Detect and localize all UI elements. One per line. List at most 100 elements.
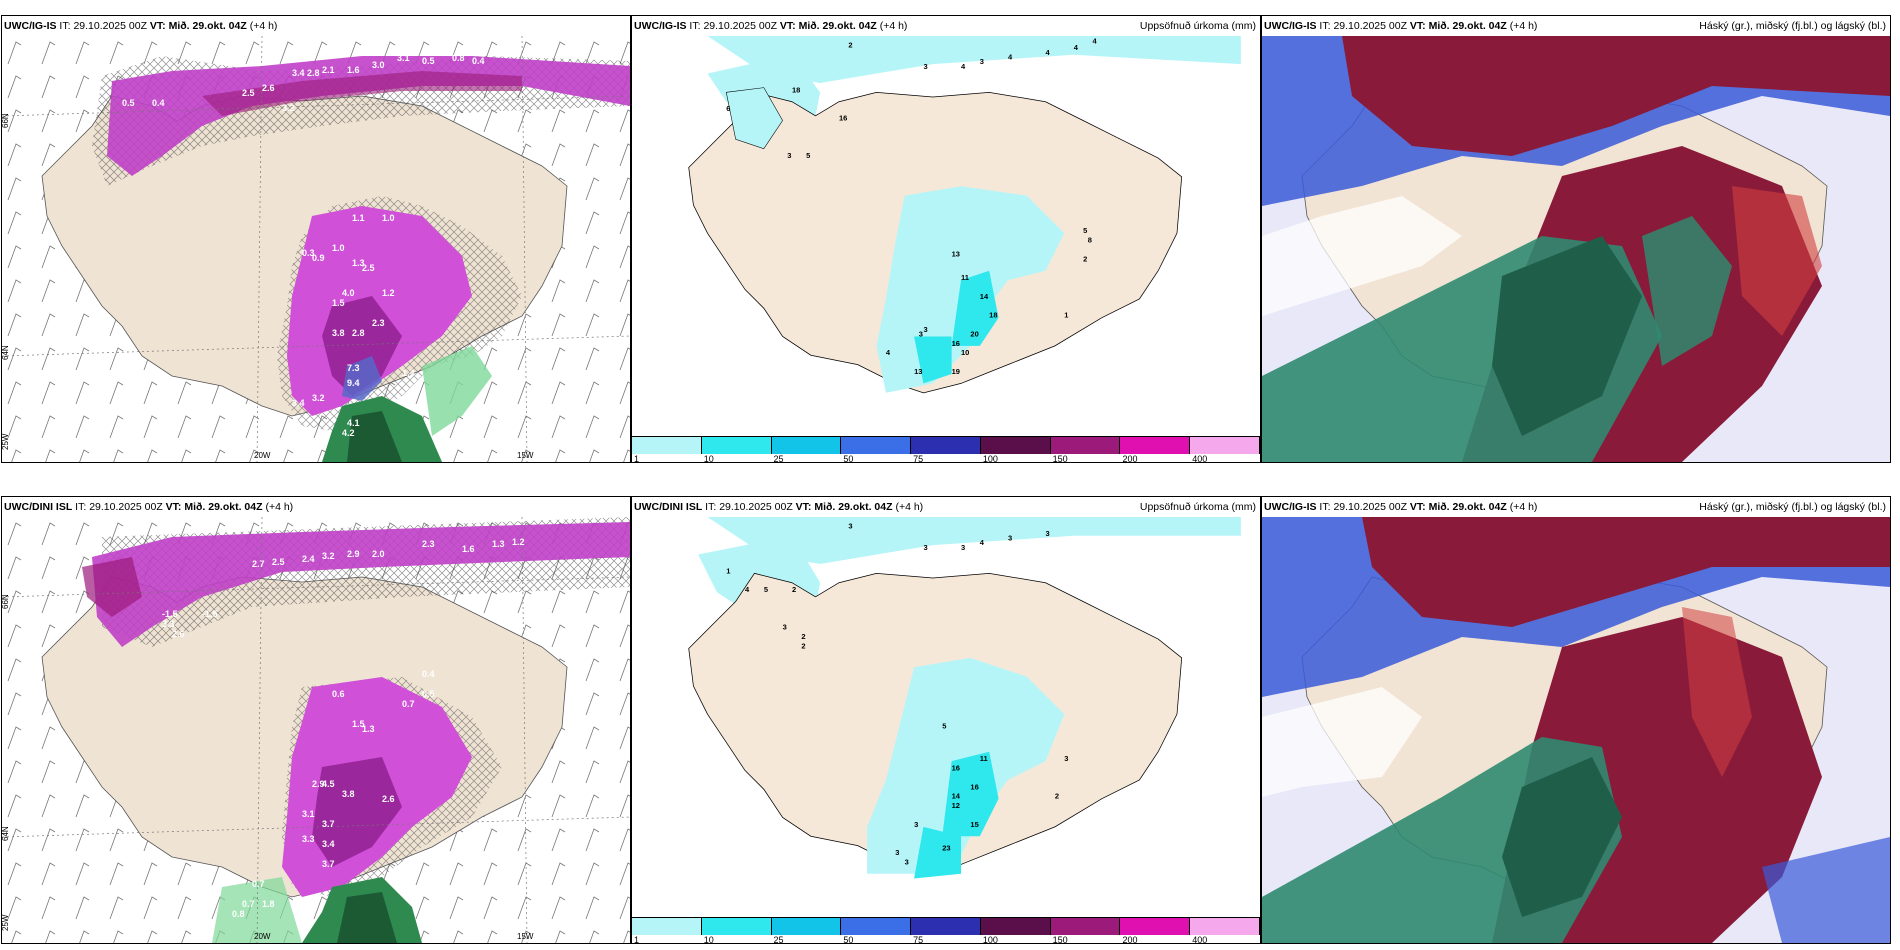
value-label: 1.6 bbox=[347, 65, 360, 75]
value-label: 14 bbox=[952, 792, 961, 801]
legend-swatch bbox=[701, 917, 772, 935]
value-label: 4.1 bbox=[347, 418, 360, 428]
value-label: 2 bbox=[1055, 792, 1059, 801]
value-label: 3.0 bbox=[372, 60, 385, 70]
value-label: 1 bbox=[726, 566, 730, 575]
lon-label: 25W bbox=[2, 914, 10, 931]
legend-swatch bbox=[1050, 436, 1121, 454]
value-label: 0.9 bbox=[312, 253, 325, 263]
value-label: 2.6 bbox=[382, 794, 395, 804]
value-label: 11 bbox=[961, 273, 969, 282]
value-label: 1.6 bbox=[462, 544, 475, 554]
value-label: 2.8 bbox=[352, 328, 365, 338]
value-label: 5 bbox=[806, 151, 810, 160]
value-label: 3.2 bbox=[282, 103, 295, 113]
value-label: 2.3 bbox=[372, 318, 385, 328]
panel-accumulated-precip-igis: UWC/IG-IS IT: 29.10.2025 00Z VT: Mið. 29… bbox=[631, 15, 1261, 463]
legend-swatch bbox=[1050, 917, 1121, 935]
value-label: 1.2 bbox=[382, 288, 395, 298]
panel-cloud-cover-igis: UWC/IG-IS IT: 29.10.2025 00Z VT: Mið. 29… bbox=[1261, 15, 1891, 463]
legend-label: 400 bbox=[1192, 454, 1208, 463]
value-label: 2.5 bbox=[362, 263, 375, 273]
value-label: 1.3 bbox=[352, 258, 365, 268]
value-label: 3 bbox=[787, 151, 791, 160]
value-label: 13 bbox=[914, 367, 922, 376]
value-label: 4 bbox=[1008, 52, 1013, 61]
value-label: 1.5 bbox=[332, 298, 345, 308]
value-label: 16 bbox=[839, 114, 847, 123]
value-label: 3 bbox=[848, 521, 852, 530]
legend-label: 100 bbox=[982, 454, 998, 463]
value-label: 2.6 bbox=[262, 83, 275, 93]
map-cloud-top bbox=[1262, 36, 1890, 462]
value-label: 0.3 bbox=[302, 248, 315, 258]
value-label: 2.3 bbox=[422, 539, 435, 549]
value-label: 3 bbox=[923, 62, 927, 71]
value-label: 19 bbox=[952, 367, 960, 376]
panel-header: UWC/IG-IS IT: 29.10.2025 00Z VT: Mið. 29… bbox=[1264, 501, 1538, 513]
panel-precip-rate-dini: UWC/DINI ISL IT: 29.10.2025 00Z VT: Mið.… bbox=[1, 496, 631, 944]
legend-label: 1 bbox=[634, 454, 640, 463]
lon-label: 15W bbox=[517, 932, 534, 941]
value-label: 3 bbox=[1008, 533, 1012, 542]
value-label: 0.4 bbox=[152, 98, 165, 108]
value-label: 20 bbox=[970, 329, 978, 338]
legend-swatch bbox=[632, 917, 702, 935]
panel-header: UWC/DINI ISL IT: 29.10.2025 00Z VT: Mið.… bbox=[4, 501, 294, 513]
panel-header: UWC/IG-IS IT: 29.10.2025 00Z VT: Mið. 29… bbox=[1264, 20, 1538, 32]
legend-label: 25 bbox=[773, 454, 784, 463]
value-label: 5 bbox=[942, 721, 946, 730]
value-label: 0.4 bbox=[422, 669, 435, 679]
value-label: 3.7 bbox=[322, 819, 335, 829]
value-label: 3 bbox=[914, 820, 918, 829]
value-label: 2.7 bbox=[252, 559, 265, 569]
legend-label: 1 bbox=[634, 935, 640, 944]
panel-accumulated-precip-dini: UWC/DINI ISL IT: 29.10.2025 00Z VT: Mið.… bbox=[631, 496, 1261, 944]
precip-rate-labels: 2.3 1.6 1.3 1.22.7 2.5 2.4 3.2 2.9 2.0-1.5 -1.53.… bbox=[162, 537, 525, 919]
value-label: 4.5 bbox=[322, 779, 335, 789]
panel-title: Uppsöfnuð úrkoma (mm) bbox=[1139, 20, 1256, 32]
legend-swatch bbox=[980, 917, 1051, 935]
value-label: 16 bbox=[970, 782, 978, 791]
legend-label: 200 bbox=[1122, 935, 1138, 944]
lat-label: 66N bbox=[2, 113, 10, 128]
value-label: 3.4 bbox=[292, 398, 305, 408]
value-label: 3 bbox=[980, 57, 984, 66]
value-label: 3.4 bbox=[292, 68, 305, 78]
value-label: 3 bbox=[895, 848, 899, 857]
legend-label: 150 bbox=[1052, 454, 1068, 463]
value-label: 16 bbox=[952, 764, 960, 773]
value-label: 0.7 bbox=[242, 899, 255, 909]
value-label: 2.8 bbox=[307, 68, 320, 78]
value-label: 2.0 bbox=[372, 549, 385, 559]
legend-swatch bbox=[632, 436, 702, 454]
map-precip-rate-top: 66N 64N 25W 20W 15W 3.4 2.8 2.1 1.6 3.03.1 0.… bbox=[2, 36, 630, 462]
value-label: 3 bbox=[923, 325, 927, 334]
value-label: 4 bbox=[1046, 48, 1051, 57]
lat-label: 66N bbox=[2, 594, 10, 609]
panel-title: Uppsöfnuð úrkoma (mm) bbox=[1139, 501, 1256, 513]
value-label: 16 bbox=[952, 339, 960, 348]
value-label: 3.7 bbox=[322, 859, 335, 869]
lon-label: 20W bbox=[254, 932, 271, 941]
legend-label: 10 bbox=[703, 935, 714, 944]
value-label: 3.1 bbox=[302, 809, 315, 819]
legend-label: 400 bbox=[1192, 935, 1208, 944]
panel-header: UWC/DINI ISL IT: 29.10.2025 00Z VT: Mið.… bbox=[634, 501, 924, 513]
legend-label: 75 bbox=[913, 454, 924, 463]
legend-label: 100 bbox=[982, 935, 998, 944]
value-label: 1 bbox=[1064, 311, 1068, 320]
value-label: 4 bbox=[980, 538, 985, 547]
legend-swatch bbox=[841, 917, 912, 935]
value-label: 4 bbox=[886, 348, 891, 357]
panel-cloud-cover-dini: UWC/IG-IS IT: 29.10.2025 00Z VT: Mið. 29… bbox=[1261, 496, 1891, 944]
precip-band-north bbox=[92, 522, 630, 647]
lon-label: 25W bbox=[2, 433, 10, 450]
value-label: 1.0 bbox=[382, 213, 395, 223]
value-label: 3 bbox=[961, 543, 965, 552]
value-label: 0.5 bbox=[422, 56, 435, 66]
lon-label: 20W bbox=[254, 451, 271, 460]
value-label: 5 bbox=[1083, 226, 1087, 235]
